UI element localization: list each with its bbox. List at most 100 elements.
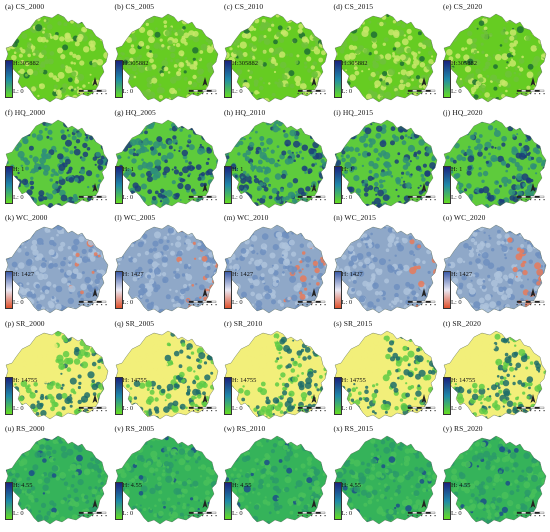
legend-low-label: L: 0 <box>451 88 462 95</box>
legend-high-label: H: 4.55 <box>13 482 33 489</box>
region-boundary <box>334 13 437 103</box>
panel-title: (n) WC_2015 <box>333 213 376 222</box>
scale-bar <box>407 195 436 200</box>
legend-color-ramp <box>333 60 342 98</box>
north-arrow-icon <box>92 182 98 192</box>
region-map <box>224 119 328 208</box>
panel-title: (q) SR_2005 <box>114 318 155 328</box>
region-boundary <box>5 330 109 419</box>
map-panel: (d) CS_2015 H:305882 L: 0 <box>331 2 439 106</box>
region-map <box>224 330 328 419</box>
legend-low-label: L: 0 <box>341 299 353 306</box>
region-map <box>5 330 109 419</box>
panel-title: (y) RS_2020 <box>443 424 483 433</box>
region-map <box>334 13 437 103</box>
panel-title: (s) SR_2015 <box>333 318 373 328</box>
legend-low-label: L: 0 <box>451 193 462 201</box>
scale-bar <box>516 89 545 95</box>
map-panel: (i) HQ_2015 H: 1 L: 0 <box>331 108 439 212</box>
region-boundary <box>443 330 547 419</box>
region-boundary <box>224 330 328 419</box>
map-panel: (w) RS_2010 H: 4.55 L: 0 <box>221 424 329 528</box>
legend-low-label: L: 0 <box>122 88 134 95</box>
legend-high-label: H: 4.55 <box>122 482 143 489</box>
map-panel: (x) RS_2015 H: 4.55 L: 0 <box>331 424 439 528</box>
north-arrow-icon <box>421 393 426 403</box>
region-boundary <box>334 435 437 525</box>
legend-low-label: L: 0 <box>232 510 243 517</box>
legend-low-label: L: 0 <box>122 404 134 412</box>
region-map <box>115 224 218 314</box>
north-arrow-icon <box>202 77 207 86</box>
north-arrow-icon <box>421 77 426 86</box>
legend-color-ramp <box>114 165 123 204</box>
panel-title: (a) CS_2000 <box>5 2 45 11</box>
legend-high-label: H: 14755 <box>232 376 257 384</box>
scale-bar <box>516 195 545 200</box>
north-arrow-icon <box>311 77 317 86</box>
scale-bar <box>297 195 326 200</box>
legend-high-label: H: 4.55 <box>451 482 471 489</box>
legend-high-label: H:305882 <box>341 60 368 67</box>
north-arrow-icon <box>421 288 426 297</box>
region-map <box>334 435 437 525</box>
north-arrow-icon <box>421 499 426 508</box>
region-map <box>443 13 547 103</box>
legend-color-ramp <box>114 376 123 415</box>
region-boundary <box>443 224 547 314</box>
legend-low-label: L: 0 <box>122 299 134 306</box>
north-arrow-icon <box>92 288 98 297</box>
legend-high-label: H: 4.55 <box>341 482 362 489</box>
legend-color-ramp <box>5 482 13 520</box>
region-boundary <box>115 13 218 103</box>
legend-color-ramp <box>333 271 342 309</box>
legend-color-ramp <box>5 376 13 415</box>
region-boundary <box>115 119 218 208</box>
map-panel: (m) WC_2010 H: 1427 L: 0 <box>221 213 329 317</box>
north-arrow-icon <box>530 499 536 508</box>
legend-low-label: L: 0 <box>451 404 462 412</box>
scale-bar <box>297 300 326 306</box>
north-arrow-icon <box>530 182 536 192</box>
region-map <box>115 330 218 419</box>
region-boundary <box>224 435 328 525</box>
legend-low-label: L: 0 <box>13 193 24 201</box>
legend-color-ramp <box>114 60 123 98</box>
legend-high-label: H: 1 <box>122 165 134 173</box>
legend-high-label: H: 1427 <box>122 271 144 278</box>
region-map <box>224 435 328 525</box>
legend-color-ramp <box>333 482 342 520</box>
map-panel: (f) HQ_2000 H: 1 L: 0 <box>2 108 110 212</box>
legend-low-label: L: 0 <box>341 193 353 201</box>
panel-title: (l) WC_2005 <box>114 213 156 222</box>
scale-bar <box>407 300 436 306</box>
scale-bar <box>188 300 217 306</box>
legend-high-label: H:305882 <box>13 60 39 67</box>
legend-low-label: L: 0 <box>122 510 134 517</box>
north-arrow-icon <box>92 499 98 508</box>
panel-title: (j) HQ_2020 <box>443 107 483 117</box>
scale-bar <box>188 406 217 411</box>
legend-high-label: H: 1427 <box>232 271 254 278</box>
legend-low-label: L: 0 <box>232 404 243 412</box>
legend-color-ramp <box>443 482 451 520</box>
legend-high-label: H: 1 <box>451 165 463 173</box>
map-panel: (g) HQ_2005 H: 1 L: 0 <box>112 108 220 212</box>
scale-bar <box>188 89 217 95</box>
region-boundary <box>443 13 547 103</box>
north-arrow-icon <box>202 288 207 297</box>
panel-title: (m) WC_2010 <box>224 213 269 222</box>
legend-high-label: H: 1427 <box>451 271 473 278</box>
panel-title: (x) RS_2015 <box>333 424 374 433</box>
panel-title: (b) CS_2005 <box>114 2 155 11</box>
region-map <box>115 435 218 525</box>
scale-bar <box>407 89 436 95</box>
map-panel: (j) HQ_2020 H: 1 L: 0 <box>440 108 548 212</box>
legend-low-label: L: 0 <box>232 299 243 306</box>
scale-bar <box>297 89 326 95</box>
map-row-sr: (p) SR_2000 H: 14755 L: 0 (q) SR_2005 H: 147… <box>2 319 548 423</box>
legend-high-label: H: 14755 <box>13 376 38 384</box>
scale-bar <box>407 406 436 411</box>
region-map <box>224 13 328 103</box>
north-arrow-icon <box>311 499 317 508</box>
